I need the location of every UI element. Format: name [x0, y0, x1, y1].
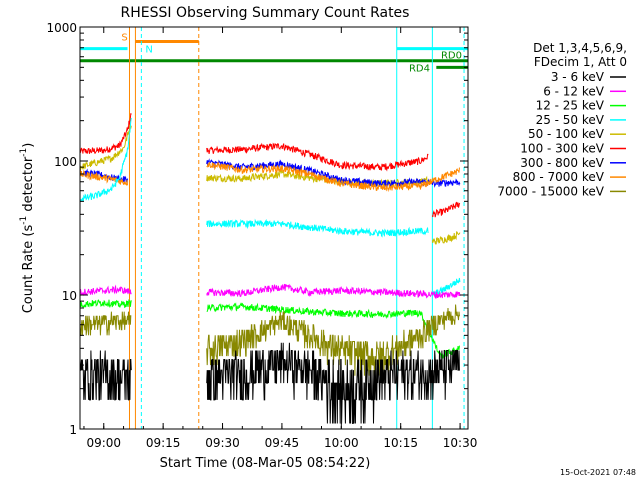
x-tick-label-3: 09:45: [265, 436, 300, 450]
footer-date: 15-Oct-2021 07:48: [560, 468, 636, 477]
legend-label-0: 3 - 6 keV: [551, 70, 605, 84]
x-tick-label-4: 10:00: [324, 436, 359, 450]
series-6-segment-0: [80, 298, 132, 309]
x-tick-label-6: 10:30: [443, 436, 478, 450]
legend-label-1: 6 - 12 keV: [543, 84, 605, 98]
series-4-segment-1: [206, 218, 429, 238]
chart-title: RHESSI Observing Summary Count Rates: [121, 5, 410, 21]
series-0-segment-1: [206, 142, 429, 172]
series-1-segment-0: [80, 124, 132, 171]
y-tick-label-0: 1: [69, 423, 77, 437]
rd0-label: RD0: [441, 51, 462, 62]
x-tick-label-5: 10:15: [383, 436, 418, 450]
series-0-segment-2: [431, 201, 461, 218]
x-tick-label-0: 09:00: [86, 436, 121, 450]
n-label: N: [145, 45, 152, 56]
series-1-segment-2: [431, 231, 461, 245]
series-3-segment-0: [80, 169, 128, 186]
legend-label-3: 25 - 50 keV: [536, 113, 605, 127]
plot-frame: [79, 26, 469, 430]
series-5-segment-0: [80, 284, 132, 297]
y-tick-label-2: 100: [54, 155, 77, 169]
y-tick-label-3: 1000: [46, 21, 77, 35]
y-axis-label-end: ): [21, 143, 36, 148]
x-tick-label-1: 09:15: [146, 436, 181, 450]
y-axis-label: Count Rate (s-1 detector-1): [19, 143, 36, 314]
x-tick-label-2: 09:30: [205, 436, 240, 450]
y-tick-label-1: 10: [62, 289, 77, 303]
series-3-segment-1: [206, 161, 461, 193]
s-label: S: [121, 32, 127, 43]
legend-header-1: Det 1,3,4,5,6,9,: [533, 41, 627, 55]
legend-label-4: 50 - 100 keV: [528, 127, 605, 141]
rd4-label: RD4: [409, 63, 430, 74]
axis-layer: 09:00 09:15 09:30 09:45 10:00 10:15 10:30 1 10 10…: [46, 21, 477, 450]
legend-header-2: FDecim 1, Att 0: [534, 55, 627, 69]
legend-label-6: 300 - 800 keV: [520, 156, 604, 170]
legend: Det 1,3,4,5,6,9, FDecim 1, Att 0 3 - 6 k…: [497, 41, 627, 198]
y-axis-label-sup2: -1: [19, 148, 29, 157]
series-8-segment-0: [80, 350, 132, 401]
series-7-segment-0: [80, 311, 132, 336]
y-axis-label-mid: detector: [21, 156, 36, 216]
series-8-segment-1: [206, 342, 460, 424]
y-axis-label-sup1: -1: [19, 216, 29, 225]
legend-label-7: 800 - 7000 keV: [513, 170, 605, 184]
series-layer: S N RD0 RD4: [80, 27, 468, 429]
legend-label-2: 12 - 25 keV: [536, 99, 605, 113]
legend-label-5: 100 - 300 keV: [520, 142, 604, 156]
y-axis-label-main: Count Rate (s: [21, 225, 36, 314]
series-0-segment-0: [80, 113, 132, 154]
series-4-segment-0: [80, 117, 132, 203]
series-7-segment-1: [206, 304, 460, 377]
series-6-segment-1: [206, 302, 460, 359]
x-axis-label: Start Time (08-Mar-05 08:54:22): [160, 456, 371, 471]
legend-label-8: 7000 - 15000 keV: [497, 184, 604, 198]
series-5-segment-1: [206, 283, 461, 300]
